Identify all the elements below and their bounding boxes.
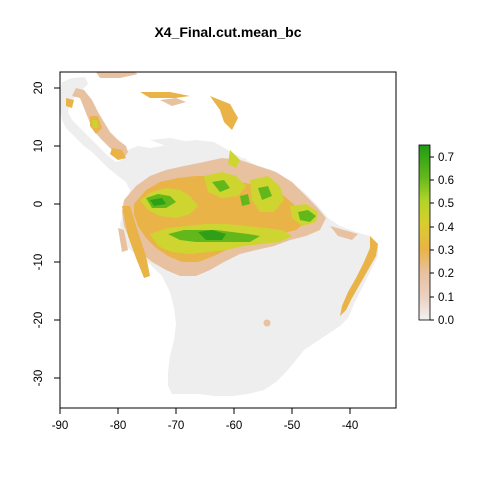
legend-tick-label: 0.4 [438, 222, 455, 234]
x-tick-label: -80 [110, 420, 127, 432]
y-tick-label: -10 [33, 254, 45, 271]
legend-tick-label: 0.3 [438, 245, 454, 257]
x-tick-label: -70 [168, 420, 185, 432]
legend-tick-label: 0.1 [438, 292, 454, 304]
y-tick-label: -30 [33, 370, 45, 387]
legend-tick-label: 0.6 [438, 175, 454, 187]
hotspot-east [298, 210, 316, 222]
legend-tick-label: 0.7 [438, 152, 454, 164]
legend-tick-label: 0.2 [438, 268, 454, 280]
legend-tick-label: 0.5 [438, 198, 454, 210]
x-axis: -90 -80 -70 -60 -50 -40 [52, 407, 359, 432]
atlantic-forest-band [340, 236, 378, 316]
caribbean-mask [150, 138, 200, 148]
x-tick-label: -90 [52, 420, 69, 432]
y-tick-label: 0 [33, 201, 45, 207]
map-title: X4_Final.cut.mean_bc [154, 24, 301, 40]
y-tick-label: -20 [33, 312, 45, 329]
legend-tick-label: 0.0 [438, 315, 454, 327]
color-legend: 0.0 0.1 0.2 0.3 0.4 0.5 0.6 0.7 [418, 144, 455, 327]
legend-ticks [430, 156, 434, 321]
legend-color-bar [418, 144, 431, 321]
x-tick-label: -40 [342, 420, 359, 432]
y-tick-label: 20 [33, 82, 45, 95]
y-axis: 20 10 0 -10 -20 -30 [33, 82, 61, 387]
x-tick-label: -60 [226, 420, 243, 432]
x-tick-label: -50 [284, 420, 301, 432]
raster-map [60, 72, 378, 396]
isolated-patch [263, 319, 271, 327]
y-tick-label: 10 [33, 140, 45, 153]
